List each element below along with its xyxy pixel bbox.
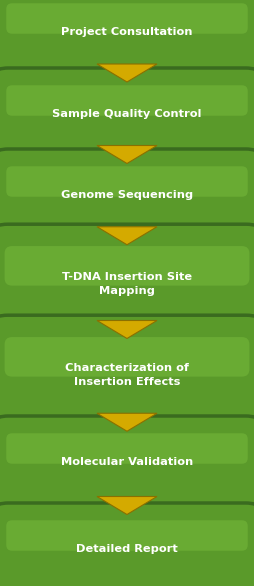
- FancyBboxPatch shape: [0, 0, 254, 78]
- Text: T-DNA Insertion Site
Mapping: T-DNA Insertion Site Mapping: [62, 272, 192, 295]
- FancyBboxPatch shape: [0, 317, 254, 437]
- FancyBboxPatch shape: [0, 151, 254, 243]
- Polygon shape: [97, 145, 157, 163]
- FancyBboxPatch shape: [5, 337, 249, 377]
- FancyBboxPatch shape: [0, 224, 254, 344]
- FancyBboxPatch shape: [0, 0, 254, 80]
- Polygon shape: [97, 321, 157, 339]
- FancyBboxPatch shape: [0, 505, 254, 586]
- FancyBboxPatch shape: [5, 246, 249, 285]
- Text: Sample Quality Control: Sample Quality Control: [52, 109, 202, 119]
- Polygon shape: [97, 227, 157, 245]
- FancyBboxPatch shape: [0, 226, 254, 346]
- Polygon shape: [97, 413, 157, 431]
- FancyBboxPatch shape: [0, 315, 254, 435]
- FancyBboxPatch shape: [6, 520, 248, 551]
- Text: Detailed Report: Detailed Report: [76, 544, 178, 554]
- Text: Characterization of
Insertion Effects: Characterization of Insertion Effects: [65, 363, 189, 387]
- Text: Genome Sequencing: Genome Sequencing: [61, 190, 193, 200]
- FancyBboxPatch shape: [0, 70, 254, 162]
- FancyBboxPatch shape: [0, 418, 254, 510]
- FancyBboxPatch shape: [0, 68, 254, 160]
- FancyBboxPatch shape: [0, 149, 254, 241]
- Polygon shape: [97, 496, 157, 515]
- FancyBboxPatch shape: [6, 4, 248, 34]
- FancyBboxPatch shape: [6, 433, 248, 464]
- Text: Molecular Validation: Molecular Validation: [61, 457, 193, 467]
- FancyBboxPatch shape: [0, 503, 254, 586]
- FancyBboxPatch shape: [6, 86, 248, 115]
- Polygon shape: [97, 64, 157, 82]
- Text: Project Consultation: Project Consultation: [61, 27, 193, 37]
- FancyBboxPatch shape: [6, 166, 248, 197]
- FancyBboxPatch shape: [0, 416, 254, 508]
